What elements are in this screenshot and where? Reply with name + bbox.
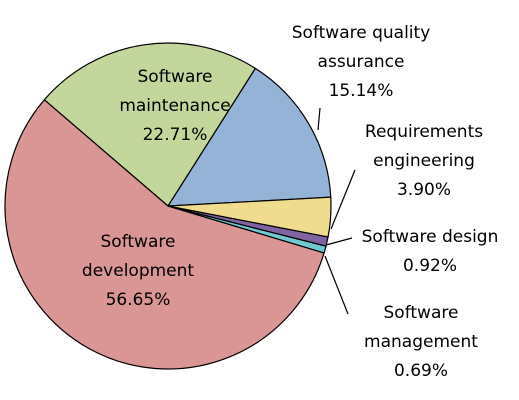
- slice-value-label: 3.90%: [397, 180, 451, 200]
- slice-label-software-management: Software management 0.69%: [364, 303, 478, 381]
- slice-name-label: Software: [138, 67, 213, 87]
- slice-value-label: 56.65%: [106, 290, 171, 310]
- slice-label-software-design: Software design 0.92%: [362, 227, 499, 276]
- leader-line-requirements-engineering: [330, 169, 356, 230]
- slice-labels: Software quality assurance 15.14% Software m…: [82, 23, 498, 381]
- leader-line-software-management: [324, 255, 349, 315]
- slice-label-software-maintenance: Software maintenance 22.71%: [119, 67, 230, 145]
- pie-slice-software-quality-assurance: [166, 67, 332, 207]
- slice-label-software-quality-assurance: Software quality assurance 15.14%: [292, 23, 431, 101]
- leader-line-software-design: [325, 237, 353, 246]
- slice-name-label: assurance: [318, 52, 405, 72]
- pie-slice-software-maintenance: [43, 42, 257, 207]
- slice-value-label: 0.92%: [403, 256, 457, 276]
- slice-name-label: Software: [384, 303, 459, 323]
- slice-name-label: engineering: [373, 151, 475, 171]
- pie-slice-software-development: [4, 98, 325, 370]
- slice-name-label: maintenance: [119, 96, 230, 116]
- slice-name-label: Software: [101, 232, 176, 252]
- leader-lines: [317, 107, 356, 315]
- leader-line-software-quality-assurance: [317, 107, 321, 131]
- slice-value-label: 0.69%: [394, 361, 448, 381]
- slice-name-label: Software design: [362, 227, 499, 247]
- pie-slices: [4, 42, 332, 370]
- slice-name-label: management: [364, 332, 478, 352]
- slice-value-label: 22.71%: [143, 125, 208, 145]
- slice-name-label: Software quality: [292, 23, 431, 43]
- slice-label-requirements-engineering: Requirements engineering 3.90%: [365, 122, 483, 200]
- slice-name-label: Requirements: [365, 122, 483, 142]
- slice-label-software-development: Software development 56.65%: [82, 232, 194, 310]
- slice-value-label: 15.14%: [329, 81, 394, 101]
- slice-name-label: development: [82, 261, 194, 281]
- pie-slice-requirements-engineering: [167, 196, 332, 238]
